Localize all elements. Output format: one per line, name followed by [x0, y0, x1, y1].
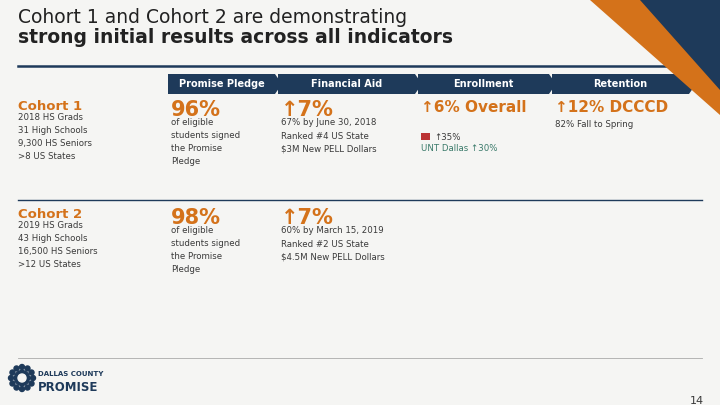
FancyBboxPatch shape	[552, 74, 689, 94]
Text: Cohort 2: Cohort 2	[18, 208, 82, 221]
Polygon shape	[689, 74, 696, 94]
Text: ↑7%: ↑7%	[281, 208, 334, 228]
Text: DALLAS COUNTY: DALLAS COUNTY	[38, 371, 104, 377]
Text: of eligible
students signed
the Promise
Pledge: of eligible students signed the Promise …	[171, 118, 240, 166]
Circle shape	[14, 366, 19, 371]
Text: Ranked #4 US State
$3M New PELL Dollars: Ranked #4 US State $3M New PELL Dollars	[281, 132, 377, 154]
Text: 2019 HS Grads
43 High Schools
16,500 HS Seniors
>12 US States: 2019 HS Grads 43 High Schools 16,500 HS …	[18, 221, 98, 269]
Text: of eligible
students signed
the Promise
Pledge: of eligible students signed the Promise …	[171, 226, 240, 273]
Circle shape	[29, 370, 34, 375]
FancyBboxPatch shape	[278, 74, 415, 94]
Polygon shape	[275, 74, 282, 94]
Text: Promise Pledge: Promise Pledge	[179, 79, 264, 89]
Polygon shape	[640, 0, 720, 90]
FancyBboxPatch shape	[421, 133, 430, 140]
Text: 96%: 96%	[171, 100, 221, 120]
Text: 98%: 98%	[171, 208, 221, 228]
Circle shape	[10, 370, 15, 375]
Circle shape	[10, 381, 15, 386]
Text: Enrollment: Enrollment	[454, 79, 513, 89]
Circle shape	[14, 385, 19, 390]
Circle shape	[19, 364, 24, 369]
Circle shape	[18, 374, 26, 382]
Text: ↑12% DCCCD: ↑12% DCCCD	[555, 100, 668, 115]
Circle shape	[25, 385, 30, 390]
Text: Cohort 1 and Cohort 2 are demonstrating: Cohort 1 and Cohort 2 are demonstrating	[18, 8, 407, 27]
Text: Ranked #2 US State
$4.5M New PELL Dollars: Ranked #2 US State $4.5M New PELL Dollar…	[281, 240, 384, 262]
Circle shape	[9, 375, 14, 381]
Text: 2018 HS Grads
31 High Schools
9,300 HS Seniors
>8 US States: 2018 HS Grads 31 High Schools 9,300 HS S…	[18, 113, 92, 160]
Text: UNT Dallas ↑30%: UNT Dallas ↑30%	[421, 144, 498, 153]
Text: Retention: Retention	[593, 79, 647, 89]
Circle shape	[25, 366, 30, 371]
FancyBboxPatch shape	[168, 74, 275, 94]
Text: Financial Aid: Financial Aid	[311, 79, 382, 89]
Text: ↑6% Overall: ↑6% Overall	[421, 100, 526, 115]
Circle shape	[14, 371, 30, 386]
Text: 14: 14	[690, 396, 704, 405]
Text: PROMISE: PROMISE	[38, 381, 99, 394]
Text: ↑35%: ↑35%	[434, 133, 461, 142]
Polygon shape	[549, 74, 556, 94]
FancyBboxPatch shape	[418, 74, 549, 94]
Polygon shape	[415, 74, 422, 94]
Circle shape	[19, 386, 24, 392]
Circle shape	[30, 375, 35, 381]
Text: strong initial results across all indicators: strong initial results across all indica…	[18, 28, 453, 47]
Text: 82% Fall to Spring: 82% Fall to Spring	[555, 120, 634, 129]
Text: 67% by June 30, 2018: 67% by June 30, 2018	[281, 118, 377, 127]
Polygon shape	[590, 0, 720, 115]
Text: ↑7%: ↑7%	[281, 100, 334, 120]
Text: Cohort 1: Cohort 1	[18, 100, 82, 113]
Circle shape	[29, 381, 34, 386]
Text: 60% by March 15, 2019: 60% by March 15, 2019	[281, 226, 384, 235]
